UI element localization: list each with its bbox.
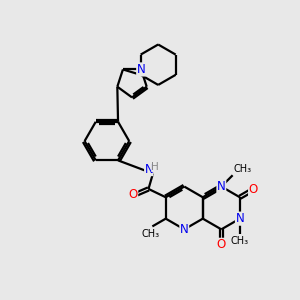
Text: O: O [128, 188, 138, 201]
Text: N: N [180, 223, 189, 236]
Text: CH₃: CH₃ [231, 236, 249, 246]
Text: N: N [137, 63, 146, 76]
Text: H: H [152, 162, 159, 172]
Text: CH₃: CH₃ [234, 164, 252, 174]
Text: CH₃: CH₃ [142, 229, 160, 239]
Text: O: O [249, 183, 258, 196]
Text: N: N [236, 212, 244, 225]
Text: O: O [217, 238, 226, 251]
Text: N: N [144, 163, 153, 176]
Text: N: N [217, 180, 226, 193]
